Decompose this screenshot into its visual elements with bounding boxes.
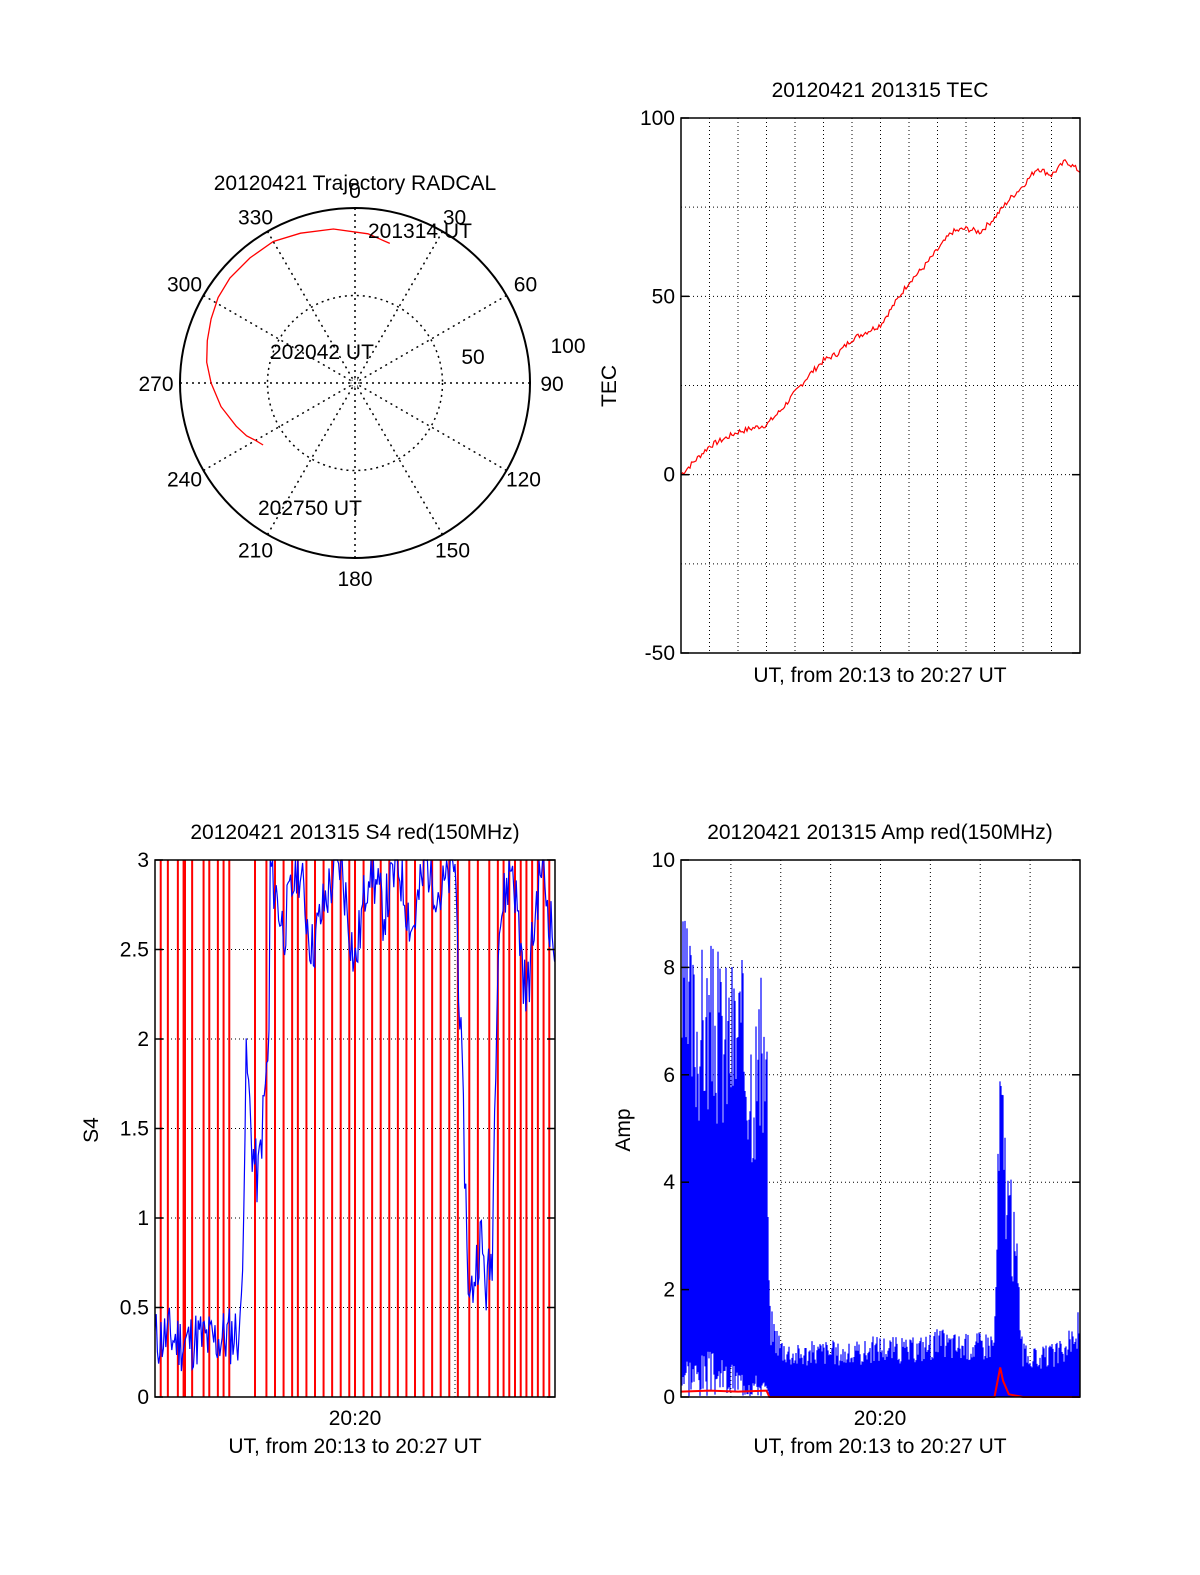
tec-ytick-label: 0 (663, 464, 675, 487)
polar-angle-label: 90 (540, 373, 563, 396)
s4-ytick-label: 0 (137, 1386, 149, 1409)
amp-x-tick-label: 20:20 (854, 1407, 907, 1430)
amp-title: 20120421 201315 Amp red(150MHz) (707, 821, 1053, 844)
amp-x-axis-label: UT, from 20:13 to 20:27 UT (753, 1435, 1006, 1458)
tec-plot-frame (680, 117, 1081, 654)
s4-ytick-label: 1.5 (120, 1118, 149, 1141)
amp-ytick-label: 8 (663, 956, 675, 979)
tec-ytick-label: 100 (640, 107, 675, 130)
polar-angle-label: 150 (435, 539, 470, 562)
tec-y-axis-label: TEC (598, 365, 621, 407)
s4-ytick-label: 2.5 (120, 939, 149, 962)
s4-ytick-label: 0.5 (120, 1297, 149, 1320)
polar-angle-label: 120 (506, 469, 541, 492)
s4-blue-series (154, 859, 556, 1372)
polar-title: 20120421 Trajectory RADCAL (214, 172, 497, 195)
tec-series-line (680, 159, 1081, 476)
trajectory-start-label: 201314 UT (368, 220, 472, 243)
s4-x-tick-label: 20:20 (329, 1407, 382, 1430)
amp-blue-series (681, 920, 1080, 1397)
amp-panel: 20120421 201315 Amp red(150MHz) 1086420 … (612, 821, 1081, 1458)
s4-ytick-label: 1 (137, 1207, 149, 1230)
tec-ytick-label: 50 (652, 285, 675, 308)
tec-ytick-label: -50 (645, 642, 675, 665)
s4-panel: 20120421 201315 S4 red(150MHz) 3 2.5 2 1.5 1… (80, 821, 556, 1458)
s4-title: 20120421 201315 S4 red(150MHz) (190, 821, 519, 844)
polar-center (350, 378, 360, 388)
polar-angle-label: 330 (238, 207, 273, 230)
polar-inner-circle (266, 294, 444, 472)
polar-angle-label: 180 (337, 568, 372, 591)
amp-ytick-label: 2 (663, 1279, 675, 1302)
polar-radial-label-50: 50 (461, 346, 484, 369)
polar-angle-label: 0 (349, 180, 361, 203)
polar-outer-circle (179, 207, 531, 559)
tec-x-axis-label: UT, from 20:13 to 20:27 UT (753, 664, 1006, 687)
amp-ytick-label: 0 (663, 1386, 675, 1409)
polar-angle-label: 270 (138, 373, 173, 396)
trajectory-line (206, 228, 391, 446)
s4-ytick-label: 2 (137, 1028, 149, 1051)
trajectory-mid-label: 202042 UT (270, 341, 374, 364)
polar-spoke (266, 231, 444, 535)
polar-angle-label: 30 (443, 207, 466, 230)
s4-y-axis-label: S4 (80, 1117, 103, 1143)
tec-panel: 20120421 201315 TEC 100 50 0 -50 UT, from 2… (598, 79, 1081, 687)
polar-radial-label-100: 100 (550, 335, 585, 358)
polar-trajectory-panel: 20120421 Trajectory RADCAL 0 30 60 90 120 150… (138, 172, 585, 591)
amp-ytick-label: 4 (663, 1171, 675, 1194)
trajectory-end-label: 202750 UT (258, 497, 362, 520)
polar-angle-label: 60 (514, 274, 537, 297)
amp-ytick-label: 10 (652, 849, 675, 872)
polar-angle-label: 210 (238, 539, 273, 562)
amp-plot-frame (680, 859, 1081, 1398)
s4-ytick-label: 3 (137, 849, 149, 872)
tec-title: 20120421 201315 TEC (772, 79, 989, 102)
amp-y-axis-label: Amp (612, 1108, 635, 1151)
s4-x-axis-label: UT, from 20:13 to 20:27 UT (228, 1435, 481, 1458)
polar-angle-label: 240 (167, 469, 202, 492)
amp-ytick-label: 6 (663, 1064, 675, 1087)
polar-angle-label: 300 (167, 274, 202, 297)
